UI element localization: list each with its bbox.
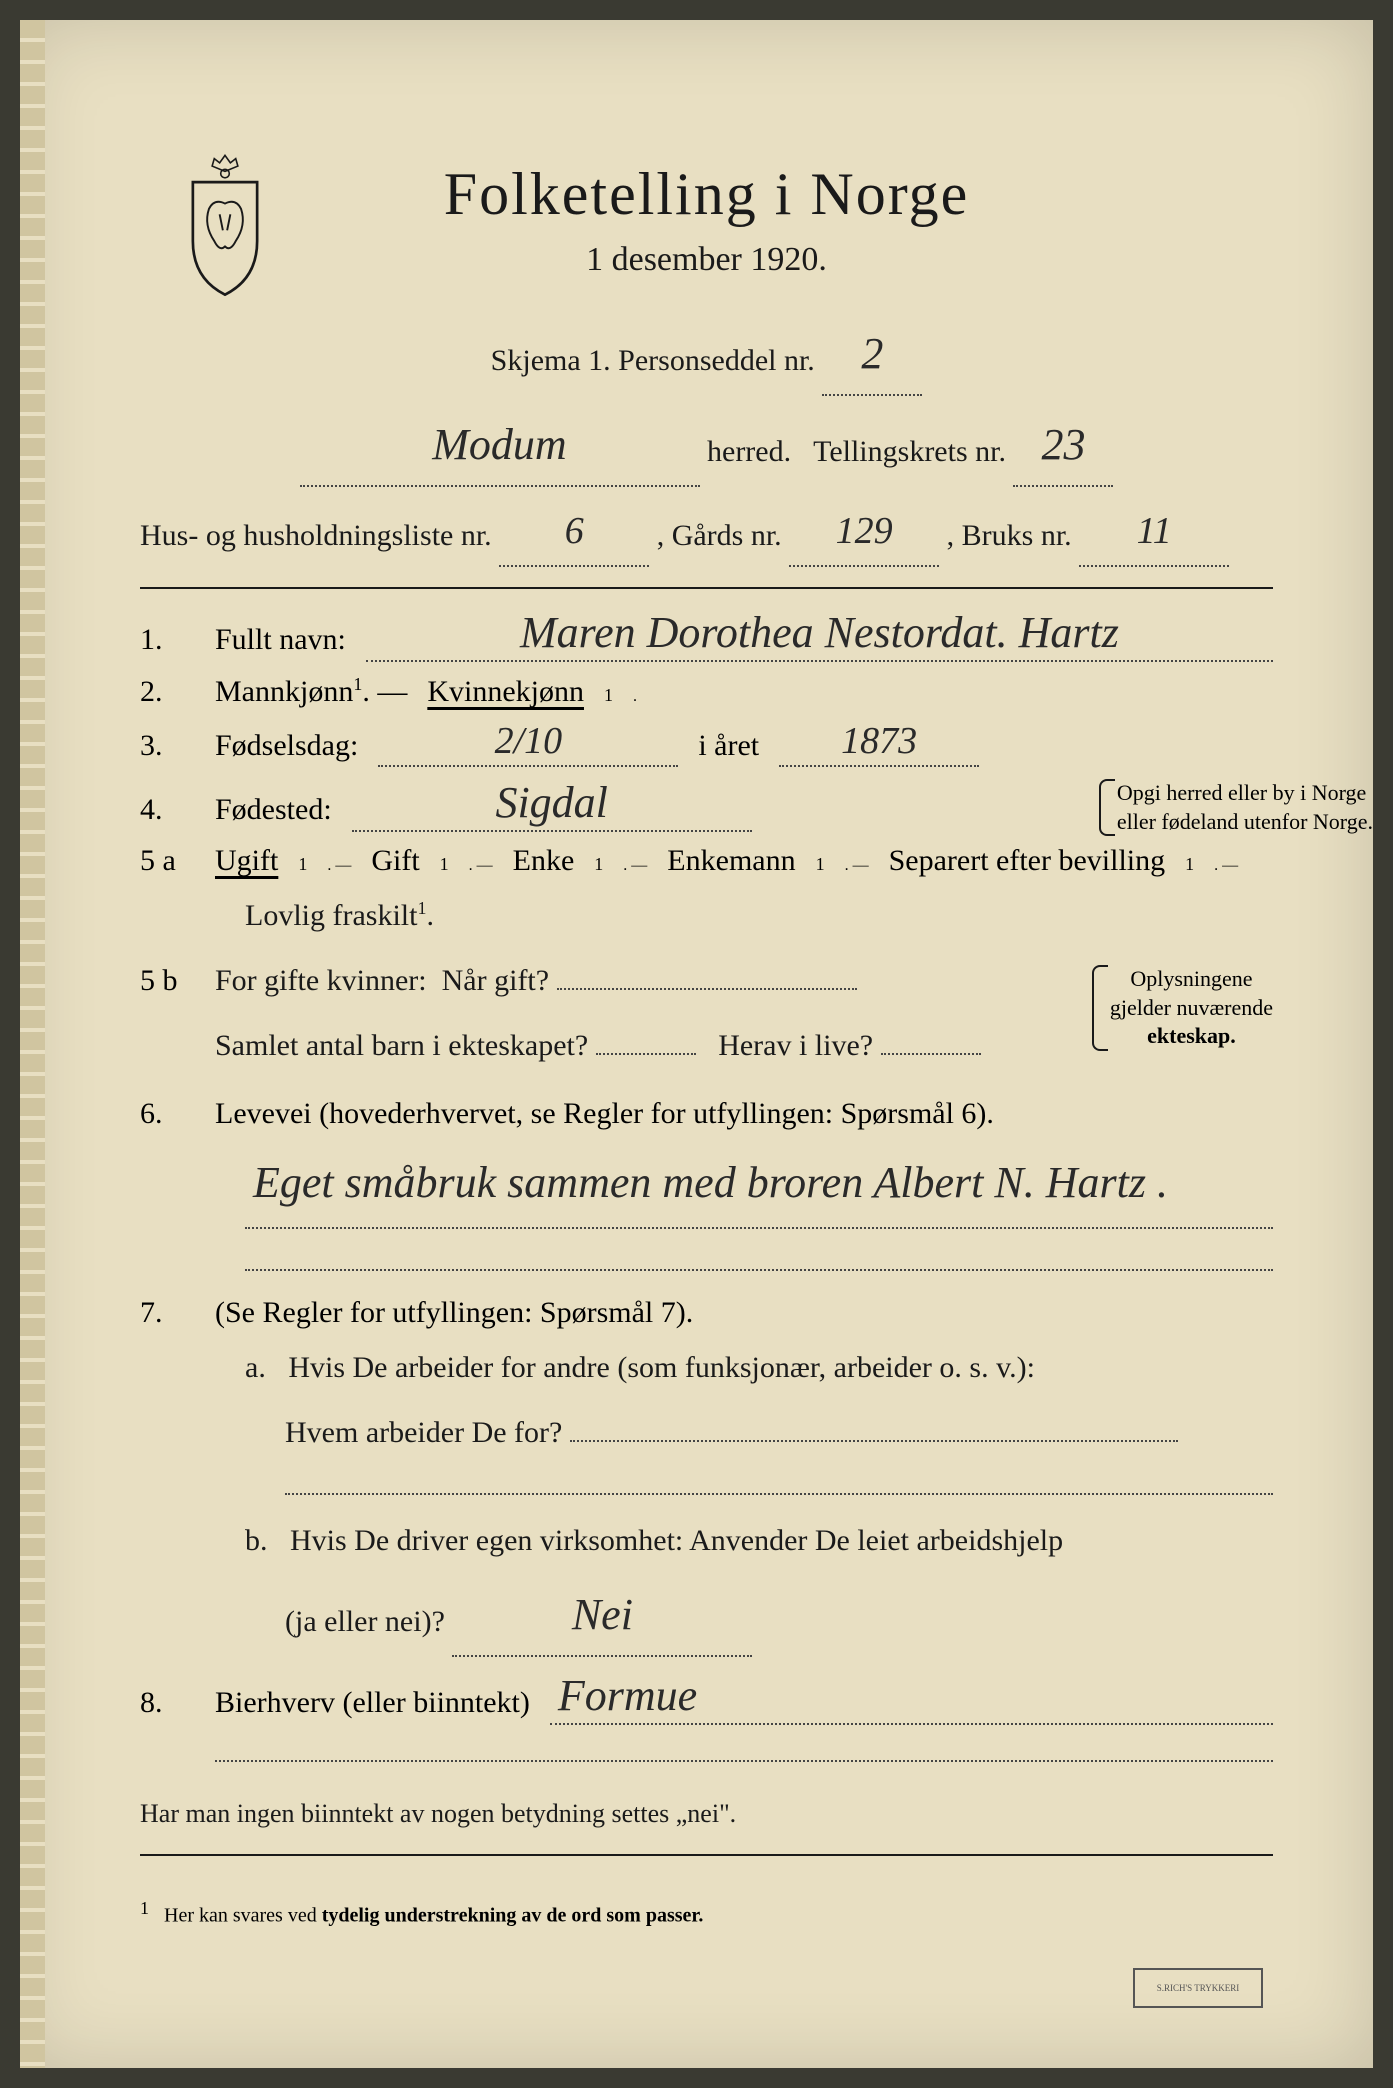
footer-note: Har man ingen biinntekt av nogen betydni… [140, 1792, 1273, 1836]
q7b-label-line: b. Hvis De driver egen virksomhet: Anven… [140, 1515, 1273, 1566]
printer-stamp: S.RICH'S TRYKKERI [1133, 1968, 1263, 2008]
q8-label: Bierhverv (eller biinntekt) [215, 1686, 530, 1720]
q2-male: Mannkjønn1. — [215, 674, 407, 709]
q7a-q-line: Hvem arbeider De for? [140, 1407, 1273, 1458]
q5a-num: 5 a [140, 844, 195, 878]
q5a-opt-enke: Enke [513, 844, 575, 878]
q6-num: 6. [140, 1097, 195, 1131]
herred-label: herred. [707, 435, 791, 468]
bruks-label: , Bruks nr. [947, 519, 1072, 552]
q6-value: Eget småbruk sammen med broren Albert N.… [253, 1141, 1168, 1225]
q4-num: 4. [140, 793, 195, 827]
q5a-opt-gift: Gift [371, 844, 419, 878]
husliste-nr: 6 [565, 499, 584, 564]
q3-num: 3. [140, 729, 195, 763]
herred-value: Modum [432, 408, 566, 483]
husliste-label: Hus- og husholdningsliste nr. [140, 519, 492, 552]
q3-label: Fødselsdag: [215, 729, 358, 763]
q4-note: Opgi herred eller by i Norgeeller fødela… [1099, 779, 1373, 836]
q6-value-line: Eget småbruk sammen med broren Albert N.… [140, 1143, 1273, 1229]
q5a-row2: Lovlig fraskilt1. [140, 890, 1273, 941]
footnote: 1 Her kan svares ved tydelig understrekn… [140, 1886, 1273, 1928]
q7a-num: a. [245, 1351, 266, 1384]
q7b-q: (ja eller nei)? [285, 1605, 445, 1638]
q5a-opt-separert: Separert efter bevilling [889, 844, 1166, 878]
q6-label: Levevei (hovederhvervet, se Regler for u… [215, 1097, 994, 1131]
q8-value: Formue [558, 1670, 697, 1721]
gards-label: , Gårds nr. [657, 519, 782, 552]
skjema-line: Skjema 1. Personseddel nr. 2 [140, 319, 1273, 396]
q7b-q-line: (ja eller nei)? Nei [140, 1580, 1273, 1657]
q8-num: 8. [140, 1686, 195, 1720]
census-form-page: Folketelling i Norge 1 desember 1920. Sk… [20, 20, 1373, 2068]
q5a-row: 5 a Ugift1. — Gift1. — Enke1. — Enkemann… [140, 844, 1273, 878]
q6-row: 6. Levevei (hovederhvervet, se Regler fo… [140, 1097, 1273, 1131]
coat-of-arms-icon [170, 150, 280, 300]
gards-nr: 129 [836, 499, 893, 564]
tellingskrets-nr: 23 [1041, 408, 1085, 483]
q2-female-selected: Kvinnekjønn [427, 675, 584, 709]
q7-row: 7. (Se Regler for utfyllingen: Spørsmål … [140, 1296, 1273, 1330]
footnote-text: Her kan svares ved tydelig understreknin… [164, 1904, 703, 1926]
q7a-label: Hvis De arbeider for andre (som funksjon… [288, 1351, 1035, 1384]
form-date: 1 desember 1920. [140, 241, 1273, 279]
q7-num: 7. [140, 1296, 195, 1330]
q1-num: 1. [140, 623, 195, 657]
q7-label: (Se Regler for utfyllingen: Spørsmål 7). [215, 1296, 693, 1330]
q5b-live: Herav i live? [718, 1029, 873, 1062]
husliste-line: Hus- og husholdningsliste nr. 6 , Gårds … [140, 501, 1273, 568]
q5b-note: Oplysningene gjelder nuværende ekteskap. [1092, 965, 1273, 1051]
q5b-gift: Når gift? [442, 964, 549, 997]
q7b-label: Hvis De driver egen virksomhet: Anvender… [290, 1524, 1063, 1557]
q5b-num: 5 b [140, 964, 195, 998]
q3-row: 3. Fødselsdag: 2/10 i året 1873 [140, 721, 1273, 767]
tellingskrets-label: Tellingskrets nr. [813, 435, 1006, 468]
q7b-value: Nei [572, 1578, 633, 1653]
q7a-q: Hvem arbeider De for? [285, 1416, 562, 1449]
q5b-prefix: For gifte kvinner: [215, 964, 427, 997]
q3-year-label: i året [698, 729, 759, 763]
q2-num: 2. [140, 675, 195, 709]
q7a-label-line: a. Hvis De arbeider for andre (som funks… [140, 1342, 1273, 1393]
skjema-label: Skjema 1. Personseddel nr. [491, 344, 815, 377]
q3-day: 2/10 [495, 719, 563, 763]
q5b-barn: Samlet antal barn i ekteskapet? [215, 1029, 588, 1062]
divider [140, 1854, 1273, 1856]
q4-row: 4. Fødested: Sigdal Opgi herred eller by… [140, 779, 1273, 832]
divider [140, 587, 1273, 589]
form-header: Folketelling i Norge 1 desember 1920. [140, 160, 1273, 279]
q5b-row: 5 b For gifte kvinner: Når gift? Samlet … [140, 955, 1273, 1085]
q2-row: 2. Mannkjønn1. — Kvinnekjønn1. [140, 674, 1273, 709]
bruks-nr: 11 [1137, 499, 1172, 564]
q1-label: Fullt navn: [215, 623, 346, 657]
q1-value: Maren Dorothea Nestordat. Hartz [520, 607, 1119, 658]
form-title: Folketelling i Norge [140, 160, 1273, 229]
q4-value: Sigdal [495, 777, 607, 828]
personseddel-nr: 2 [861, 317, 883, 392]
q1-row: 1. Fullt navn: Maren Dorothea Nestordat.… [140, 609, 1273, 662]
q4-label: Fødested: [215, 793, 332, 827]
q3-year: 1873 [841, 719, 917, 763]
q5a-opt-enkemann: Enkemann [667, 844, 795, 878]
q8-row: 8. Bierhverv (eller biinntekt) Formue [140, 1672, 1273, 1725]
q5a-opt-ugift: Ugift [215, 844, 278, 878]
herred-line: Modum herred. Tellingskrets nr. 23 [140, 410, 1273, 487]
q7b-num: b. [245, 1524, 268, 1557]
q5a-opt-fraskilt: Lovlig fraskilt [245, 899, 417, 932]
